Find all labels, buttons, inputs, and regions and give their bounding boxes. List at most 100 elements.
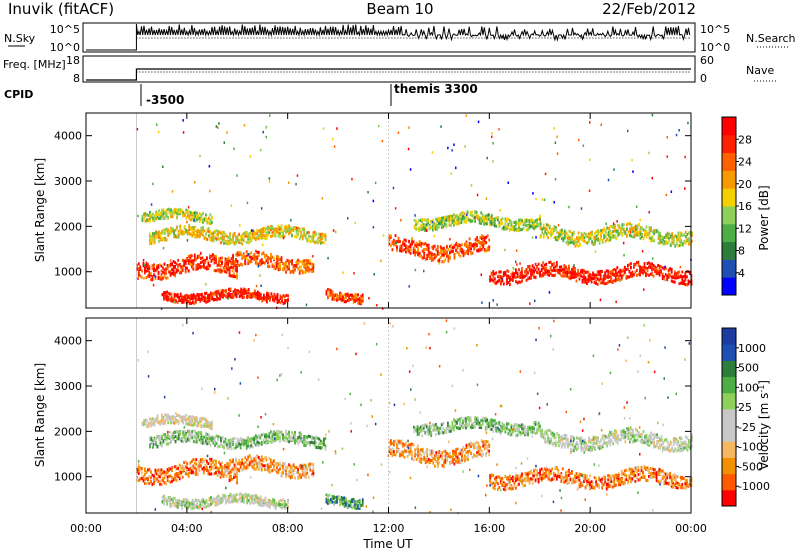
- echo-cell: [306, 441, 309, 445]
- echo-cell: [185, 437, 188, 441]
- echo-cell: [172, 270, 175, 274]
- echo-cell: [264, 234, 266, 238]
- echo-cell: [185, 420, 188, 424]
- echo-cell: [486, 216, 489, 220]
- echo-cell: [400, 249, 403, 253]
- colorbar-segment: [722, 170, 736, 189]
- echo-cell: [184, 261, 187, 265]
- echo-cell: [217, 297, 220, 301]
- echo-cell: [427, 219, 430, 223]
- echo-cell: [229, 462, 231, 466]
- echo-cell: [235, 457, 237, 461]
- echo-cell: [443, 250, 445, 254]
- echo-cell: [611, 270, 614, 274]
- echo-cell: [214, 290, 217, 294]
- echo-cell: [185, 208, 188, 212]
- echo-cell: [159, 236, 162, 240]
- echo-cell: [459, 248, 462, 252]
- echo-cell: [186, 417, 189, 421]
- echo-cell: [506, 217, 508, 221]
- echo-cell: [588, 238, 590, 242]
- echo-cell: [191, 436, 194, 440]
- echo-cell: [236, 276, 238, 280]
- echo-cell: [168, 479, 170, 483]
- echo-cell: [489, 278, 492, 282]
- echo-cell: [193, 296, 196, 300]
- echo-cell: [479, 248, 482, 252]
- echo-cell: [199, 261, 202, 265]
- echo-cell: [628, 263, 631, 267]
- echo-cell: [424, 224, 427, 228]
- echo-cell: [478, 216, 481, 219]
- echo-cell: [673, 272, 676, 276]
- echo-cell: [204, 458, 207, 462]
- echo-cell: [291, 437, 293, 441]
- echo-cell: [513, 225, 516, 228]
- echo-cell: [461, 243, 463, 247]
- echo-cell: [183, 460, 186, 464]
- date-title: 22/Feb/2012: [602, 0, 696, 18]
- echo-cell: [653, 229, 655, 232]
- echo-cell: [245, 230, 248, 234]
- echo-cell: [218, 259, 220, 263]
- echo-cell: [155, 213, 157, 217]
- echo-cell: [318, 232, 321, 236]
- echo-cell: [174, 477, 176, 481]
- echo-cell: [283, 234, 286, 238]
- echo-cell: [248, 236, 251, 240]
- echo-cell: [575, 272, 578, 276]
- echo-cell: [358, 301, 361, 305]
- echo-cell: [439, 220, 442, 224]
- echo-cell: [554, 237, 557, 241]
- echo-cell: [599, 274, 602, 278]
- echo-cell: [164, 419, 166, 423]
- echo-cell: [250, 439, 253, 443]
- echo-cell: [423, 256, 426, 259]
- echo-cell: [539, 222, 542, 226]
- echo-cell: [658, 271, 661, 275]
- echo-cell: [687, 121, 689, 125]
- echo-cell: [189, 430, 192, 434]
- echo-cell: [152, 417, 154, 421]
- echo-cell: [262, 432, 265, 436]
- echo-cell: [528, 224, 531, 227]
- echo-cell: [481, 301, 483, 304]
- echo-cell: [145, 470, 148, 474]
- echo-cell: [310, 267, 313, 271]
- echo-cell: [543, 272, 546, 276]
- echo-cell: [189, 432, 192, 436]
- echo-cell: [200, 441, 203, 445]
- echo-cell: [221, 470, 223, 474]
- echo-cell: [165, 433, 168, 437]
- echo-cell: [676, 273, 679, 277]
- echo-cell: [556, 152, 559, 155]
- echo-cell: [461, 250, 463, 254]
- echo-cell: [581, 280, 584, 284]
- echo-cell: [227, 440, 230, 444]
- echo-cell: [396, 248, 398, 252]
- echo-cell: [190, 254, 193, 258]
- echo-cell: [206, 227, 209, 231]
- echo-cell: [189, 218, 192, 222]
- echo-cell: [669, 234, 672, 238]
- echo-cell: [268, 432, 271, 436]
- echo-cell: [415, 241, 418, 245]
- echo-cell: [240, 289, 243, 293]
- echo-cell: [507, 269, 510, 273]
- echo-cell: [492, 221, 495, 225]
- echo-cell: [440, 225, 443, 229]
- echo-cell: [258, 294, 261, 298]
- echo-cell: [226, 293, 229, 297]
- echo-cell: [218, 435, 221, 439]
- echo-cell: [267, 227, 269, 231]
- echo-cell: [430, 259, 433, 263]
- echo-cell: [648, 273, 650, 277]
- echo-cell: [203, 418, 206, 422]
- echo-cell: [403, 242, 406, 246]
- power-colorbar-label: Power [dB]: [757, 185, 771, 250]
- echo-cell: [646, 272, 649, 276]
- echo-cell: [486, 222, 489, 226]
- echo-cell: [447, 146, 449, 150]
- echo-cell: [534, 219, 537, 223]
- echo-cell: [266, 300, 268, 304]
